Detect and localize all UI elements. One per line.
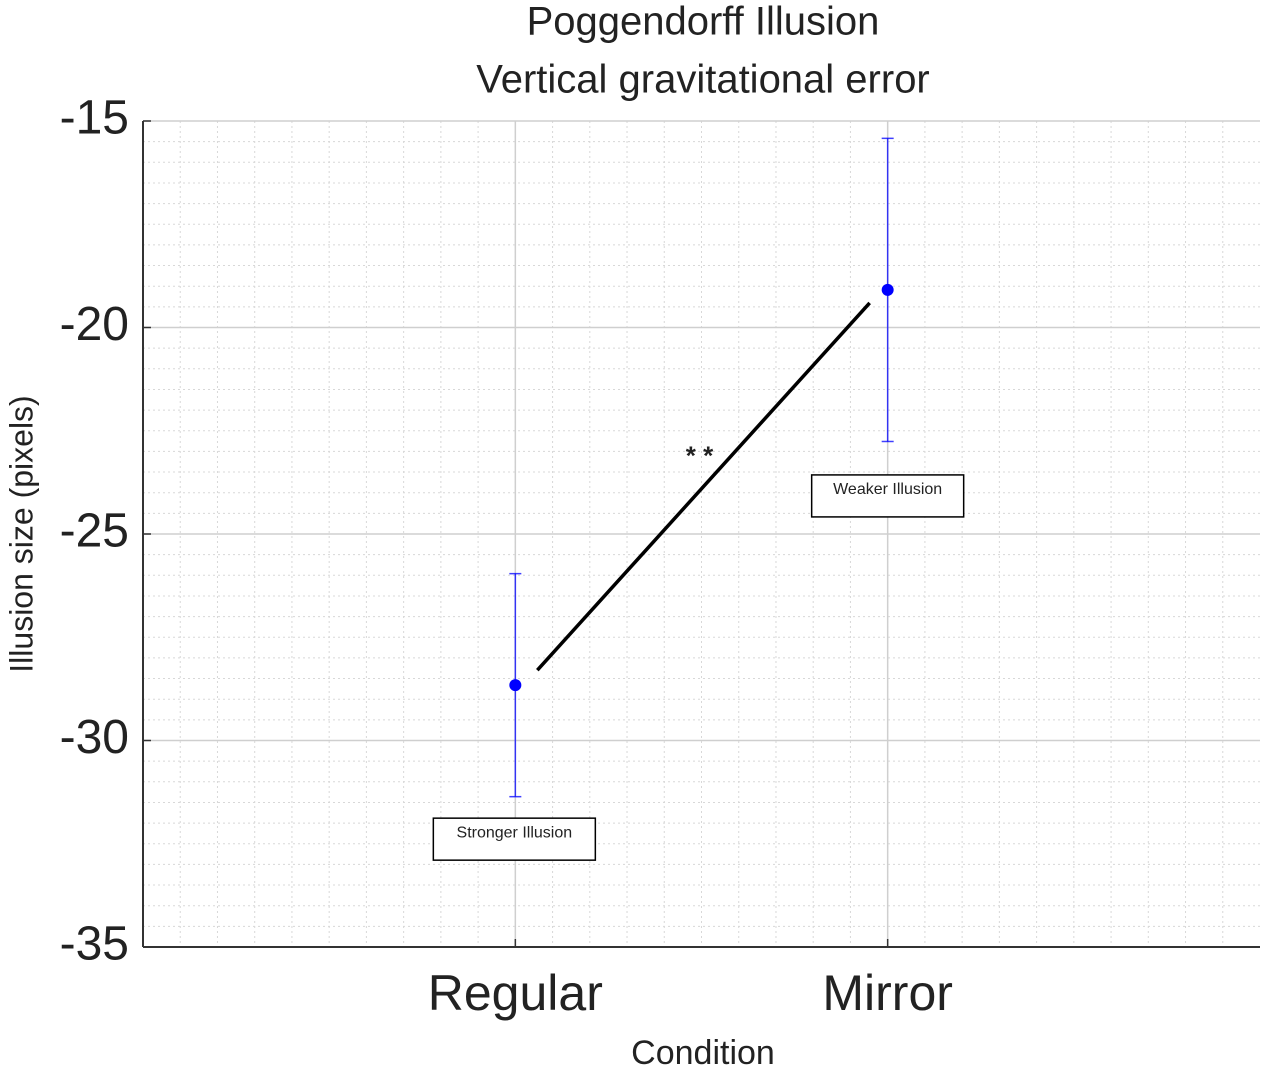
significance-label: * * (686, 440, 714, 470)
data-point (881, 283, 894, 296)
chart-title: Poggendorff Illusion (527, 0, 880, 44)
x-tick-label: Mirror (822, 965, 953, 1021)
data-point (509, 679, 522, 692)
annotation-box (810, 474, 965, 518)
y-tick-label: -15 (60, 92, 129, 145)
annotation-label: Stronger Illusion (457, 824, 573, 841)
y-tick-label: -25 (60, 505, 129, 558)
x-axis-label: Condition (631, 1034, 775, 1072)
y-axis-label: Illusion size (pixels) (3, 395, 39, 672)
significance-line (536, 301, 871, 672)
x-tick-label: Regular (428, 965, 603, 1021)
y-tick-label: -30 (60, 711, 129, 764)
annotation-box (432, 817, 597, 861)
y-tick-label: -20 (60, 298, 129, 351)
chart-subtitle: Vertical gravitational error (476, 58, 930, 102)
annotation-label: Weaker Illusion (833, 481, 942, 498)
y-tick-label: -35 (60, 918, 129, 971)
